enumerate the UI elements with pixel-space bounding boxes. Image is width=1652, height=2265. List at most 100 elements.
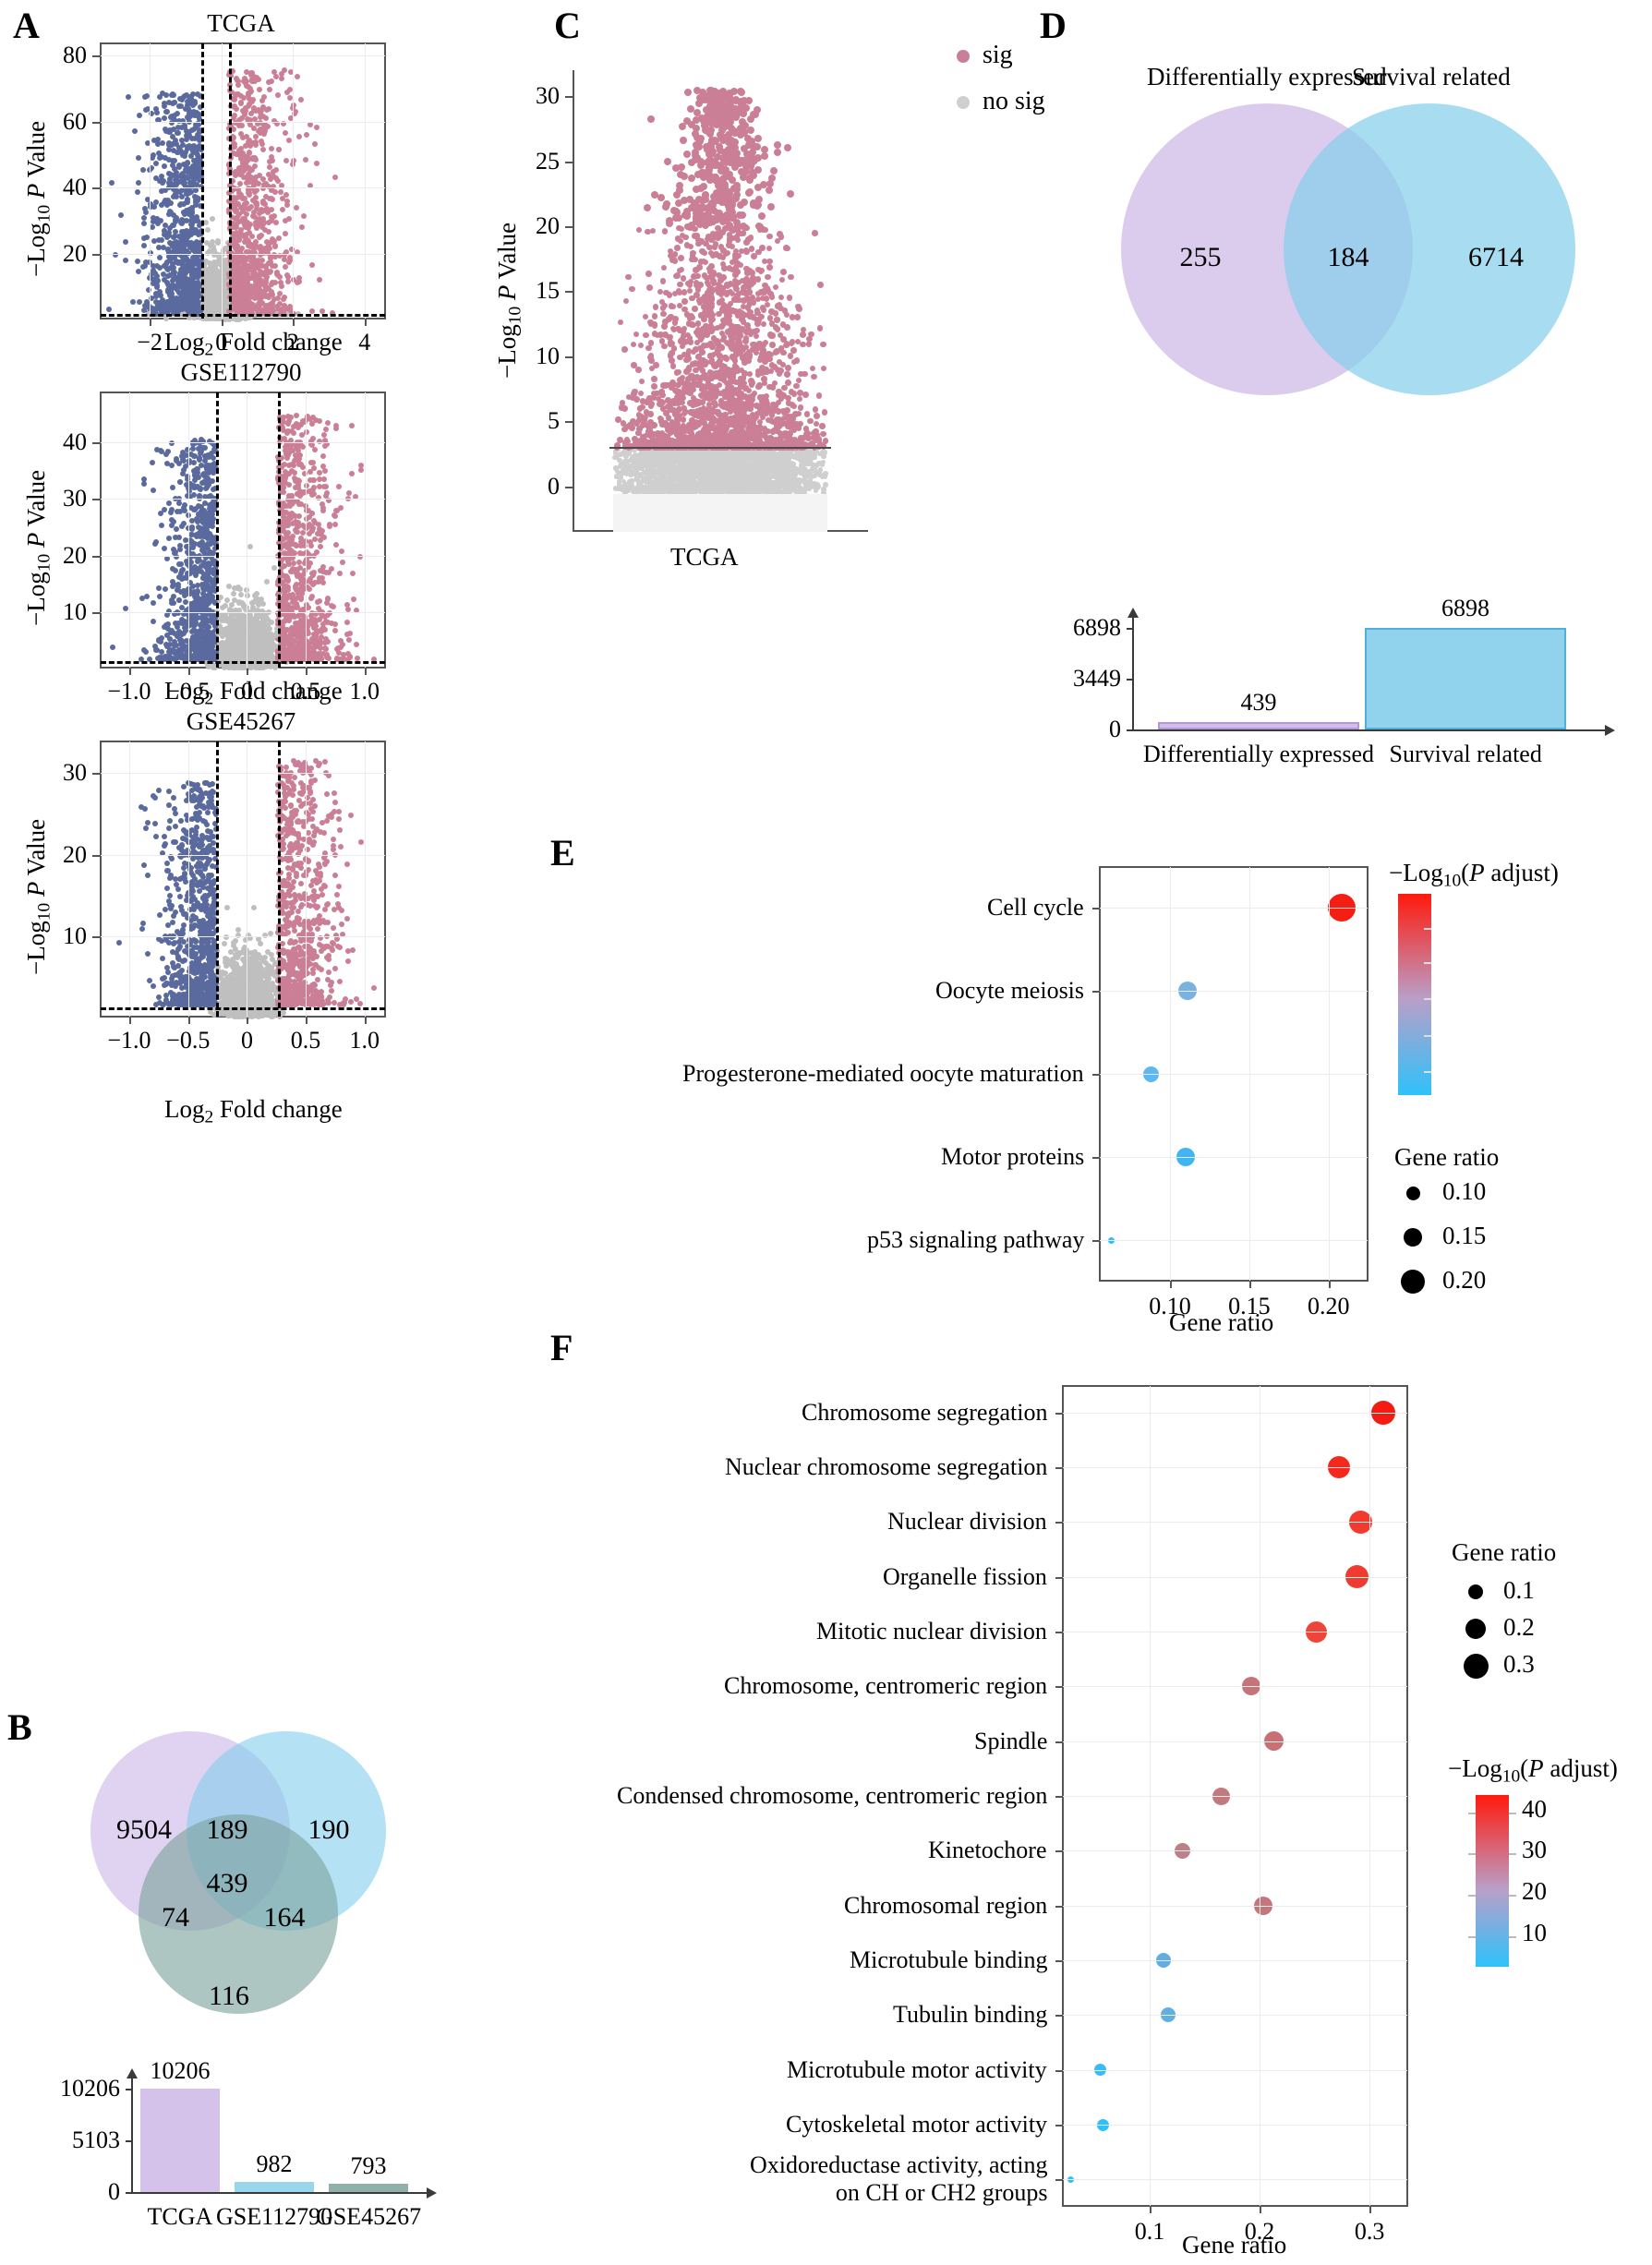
volcano-point: [177, 96, 183, 102]
volcano-point: [280, 196, 285, 201]
volcano-point: [314, 125, 320, 130]
volcano-point: [183, 106, 188, 112]
volcano-point: [253, 305, 259, 310]
volcano-point: [265, 245, 271, 250]
volcano-point: [336, 484, 342, 489]
volcano-point: [188, 232, 194, 237]
volcano-point: [294, 205, 299, 211]
volcano-point: [308, 460, 314, 465]
volcano-point: [298, 596, 304, 602]
volcano-point: [236, 165, 242, 171]
volcano-point: [136, 155, 141, 161]
volcano-point: [325, 620, 331, 625]
volcano-point: [282, 257, 287, 262]
volcano-point: [243, 155, 248, 161]
volcano-point: [248, 242, 254, 247]
volcano-point: [109, 180, 115, 186]
volcano-point: [191, 158, 197, 163]
volcano-point: [215, 252, 221, 258]
volcano-point: [193, 282, 199, 287]
volcano-point: [191, 145, 197, 151]
volcano-point: [239, 232, 245, 237]
volcano-point: [234, 151, 239, 157]
volcano-point: [160, 140, 165, 146]
volcano-point: [232, 276, 237, 282]
volcano-point: [174, 259, 179, 264]
volcano-point: [195, 198, 200, 203]
volcano-point: [153, 161, 159, 166]
volcano-point: [123, 239, 128, 245]
volcano-point: [268, 302, 273, 307]
volcano-point: [259, 108, 264, 114]
volcano-point: [181, 229, 187, 235]
volcano-point: [163, 223, 168, 228]
volcano-point: [170, 223, 175, 228]
volcano-point: [215, 301, 221, 307]
volcano-point: [169, 142, 175, 148]
volcano-point: [271, 214, 276, 220]
volcano-point: [286, 138, 292, 143]
figure-root: A TCGA −Log10 P Value Log2 Fold change G…: [0, 0, 1652, 2265]
volcano-point: [156, 585, 162, 591]
volcano-point: [349, 423, 355, 428]
volcano-point: [251, 78, 257, 84]
volcano-point: [173, 620, 178, 626]
volcano-point: [273, 220, 279, 225]
volcano-point: [247, 179, 252, 185]
volcano-point: [171, 127, 176, 132]
volcano-point: [320, 453, 326, 459]
volcano-point: [287, 445, 293, 451]
volcano-point: [196, 268, 201, 273]
volcano-point: [163, 316, 169, 321]
volcano-point: [256, 128, 261, 134]
volcano-point: [245, 116, 250, 122]
volcano-point: [210, 216, 215, 222]
volcano-point: [320, 580, 326, 585]
volcano-point: [251, 107, 257, 113]
volcano-point: [233, 264, 238, 270]
volcano-point: [283, 264, 288, 270]
volcano-point: [237, 288, 243, 294]
volcano-point: [164, 266, 170, 271]
volcano-point: [260, 147, 266, 152]
volcano-point: [340, 560, 345, 565]
volcano-point: [165, 198, 171, 203]
volcano-point: [323, 570, 329, 575]
volcano-point: [234, 76, 239, 81]
panel-letter-a: A: [13, 4, 40, 47]
volcano-point: [312, 536, 318, 542]
volcano-point: [185, 197, 190, 202]
volcano-point: [176, 163, 182, 168]
volcano-point: [263, 194, 269, 199]
volcano-point: [259, 139, 264, 144]
volcano-point: [163, 642, 169, 647]
volcano-point: [163, 127, 168, 132]
volcano-point: [271, 238, 277, 244]
volcano-point: [177, 274, 183, 280]
volcano-point: [325, 420, 331, 426]
volcano-point: [287, 95, 293, 101]
volcano-point: [162, 232, 167, 237]
volcano-point: [282, 295, 287, 300]
volcano-point: [309, 262, 315, 268]
volcano-point: [183, 184, 188, 189]
volcano-point: [150, 460, 155, 465]
volcano-point: [189, 206, 195, 211]
volcano-point: [208, 296, 213, 302]
volcano-point: [285, 279, 291, 284]
volcano-point: [205, 227, 211, 233]
volcano-point: [276, 147, 282, 152]
volcano-point: [151, 488, 156, 493]
volcano-point: [238, 131, 244, 137]
volcano-point: [254, 294, 259, 299]
volcano-point: [157, 94, 163, 100]
volcano-point: [268, 269, 273, 274]
volcano-point: [174, 239, 179, 245]
volcano-point: [118, 212, 124, 218]
volcano-point: [283, 218, 288, 223]
volcano-point: [237, 181, 243, 187]
volcano-point: [346, 637, 352, 643]
volcano-point: [283, 231, 288, 236]
volcano-point: [318, 544, 323, 549]
volcano-point: [136, 269, 141, 274]
